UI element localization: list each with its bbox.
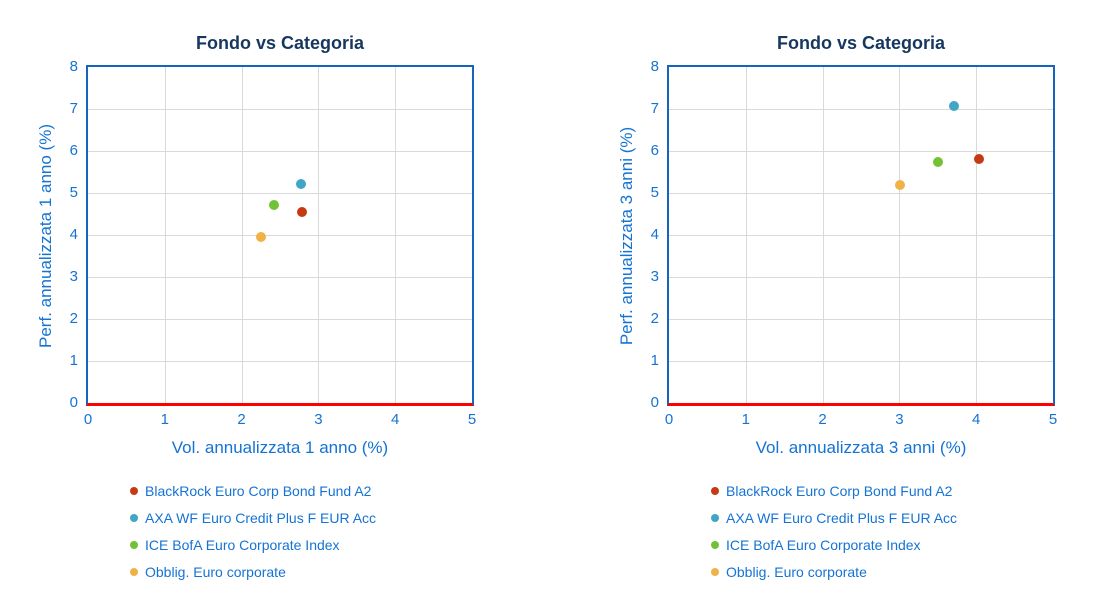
legend-item: Obblig. Euro corporate	[711, 558, 957, 585]
plot-area	[667, 65, 1055, 406]
data-point	[255, 232, 266, 243]
y-tick-label: 3	[650, 268, 659, 285]
data-point	[297, 207, 308, 218]
y-tick-label: 5	[69, 184, 78, 201]
x-tick-label: 0	[664, 411, 674, 428]
x-tick-label: 2	[818, 411, 827, 428]
x-tick-label: 1	[741, 411, 750, 428]
legend-bullet-icon	[130, 513, 138, 522]
legend-item: AXA WF Euro Credit Plus F EUR Acc	[130, 504, 376, 531]
horizontal-gridline	[669, 151, 1053, 152]
legend-item: AXA WF Euro Credit Plus F EUR Acc	[711, 504, 957, 531]
legend-bullet-icon	[130, 486, 138, 495]
plot-area	[86, 65, 474, 406]
horizontal-gridline	[88, 277, 472, 278]
legend-bullet-icon	[711, 567, 719, 576]
y-tick-label: 7	[69, 100, 78, 117]
x-tick-label: 4	[391, 411, 400, 428]
legend: BlackRock Euro Corp Bond Fund A2 AXA WF E…	[130, 477, 376, 585]
y-tick-label: 0	[69, 394, 78, 411]
x-tick-label: 2	[237, 411, 246, 428]
horizontal-gridline	[669, 277, 1053, 278]
y-tick-label: 6	[69, 142, 78, 159]
legend-label: Obblig. Euro corporate	[145, 563, 286, 580]
x-axis-label: Vol. annualizzata 1 anno (%)	[171, 438, 389, 457]
chart-title: Fondo vs Categoria	[195, 33, 365, 53]
horizontal-gridline	[88, 319, 472, 320]
data-point	[295, 179, 306, 190]
legend-item: BlackRock Euro Corp Bond Fund A2	[711, 477, 957, 504]
data-point	[973, 154, 984, 165]
y-tick-label: 8	[650, 58, 659, 75]
y-tick-label: 4	[69, 226, 78, 243]
legend-item: ICE BofA Euro Corporate Index	[130, 531, 376, 558]
horizontal-gridline	[669, 193, 1053, 194]
x-tick-label: 3	[895, 411, 904, 428]
data-point	[268, 199, 279, 210]
y-tick-label: 1	[69, 352, 78, 369]
y-tick-label: 6	[650, 142, 659, 159]
legend-bullet-icon	[711, 486, 719, 495]
legend-label: AXA WF Euro Credit Plus F EUR Acc	[726, 509, 958, 526]
horizontal-gridline	[88, 235, 472, 236]
legend-label: BlackRock Euro Corp Bond Fund A2	[145, 482, 372, 499]
y-tick-label: 7	[650, 100, 659, 117]
legend-bullet-icon	[130, 540, 138, 549]
legend-label: ICE BofA Euro Corporate Index	[145, 536, 340, 553]
x-tick-label: 1	[160, 411, 169, 428]
chart-title: Fondo vs Categoria	[776, 33, 946, 53]
horizontal-gridline	[669, 361, 1053, 362]
legend-bullet-icon	[711, 513, 719, 522]
y-tick-label: 4	[650, 226, 659, 243]
horizontal-gridline	[669, 109, 1053, 110]
legend-item: ICE BofA Euro Corporate Index	[711, 531, 957, 558]
legend-label: ICE BofA Euro Corporate Index	[726, 536, 921, 553]
legend-label: BlackRock Euro Corp Bond Fund A2	[726, 482, 953, 499]
x-axis-label: Vol. annualizzata 3 anni (%)	[755, 438, 967, 457]
horizontal-gridline	[88, 151, 472, 152]
x-tick-label: 5	[467, 411, 477, 428]
legend-label: Obblig. Euro corporate	[726, 563, 867, 580]
x-tick-label: 4	[972, 411, 981, 428]
y-tick-label: 2	[650, 310, 659, 327]
data-point	[932, 156, 943, 167]
y-tick-label: 2	[69, 310, 78, 327]
legend-item: Obblig. Euro corporate	[130, 558, 376, 585]
legend-label: AXA WF Euro Credit Plus F EUR Acc	[145, 509, 377, 526]
legend-item: BlackRock Euro Corp Bond Fund A2	[130, 477, 376, 504]
x-tick-label: 0	[83, 411, 93, 428]
y-tick-label: 3	[69, 268, 78, 285]
horizontal-gridline	[669, 235, 1053, 236]
data-point	[948, 101, 959, 112]
y-tick-label: 0	[650, 394, 659, 411]
legend-bullet-icon	[711, 540, 719, 549]
x-tick-label: 5	[1048, 411, 1058, 428]
y-tick-label: 8	[69, 58, 78, 75]
legend-bullet-icon	[130, 567, 138, 576]
x-tick-label: 3	[314, 411, 323, 428]
horizontal-gridline	[88, 361, 472, 362]
data-point	[895, 179, 906, 190]
y-tick-label: 1	[650, 352, 659, 369]
horizontal-gridline	[88, 109, 472, 110]
horizontal-gridline	[669, 319, 1053, 320]
horizontal-gridline	[88, 193, 472, 194]
legend: BlackRock Euro Corp Bond Fund A2 AXA WF E…	[711, 477, 957, 585]
y-tick-label: 5	[650, 184, 659, 201]
